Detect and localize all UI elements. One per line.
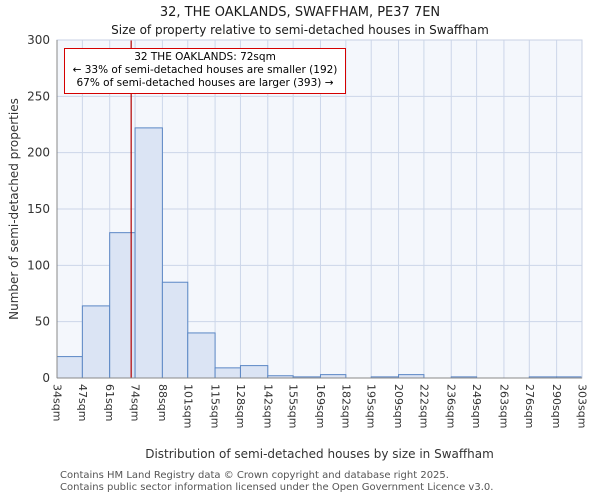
y-tick-label: 300 (27, 33, 50, 47)
x-tick-label: 74sqm (129, 384, 142, 421)
chart-subtitle: Size of property relative to semi-detach… (111, 23, 489, 37)
x-tick-label: 142sqm (261, 384, 274, 428)
x-tick-label: 290sqm (550, 384, 563, 428)
x-tick-label: 276sqm (523, 384, 536, 428)
y-tick-label: 200 (27, 146, 50, 160)
x-tick-label: 61sqm (103, 384, 116, 421)
y-tick-label: 100 (27, 258, 50, 272)
histogram-bar (398, 374, 425, 379)
y-tick-label: 0 (42, 371, 50, 385)
x-tick-label: 263sqm (497, 384, 510, 428)
x-tick-label: 115sqm (209, 384, 222, 428)
histogram-bar (134, 127, 163, 379)
annotation-smaller-line: ← 33% of semi-detached houses are smalle… (72, 64, 338, 77)
histogram-bar (56, 356, 83, 379)
histogram-bar (81, 305, 111, 379)
x-tick-label: 209sqm (392, 384, 405, 428)
y-tick-label: 50 (35, 315, 50, 329)
footer-copyright-line: Contains HM Land Registry data © Crown c… (60, 470, 449, 481)
x-tick-label: 34sqm (51, 384, 64, 421)
x-tick-label: 101sqm (181, 384, 194, 428)
histogram-bar (239, 365, 269, 379)
x-tick-label: 47sqm (76, 384, 89, 421)
histogram-bar (214, 367, 241, 379)
y-tick-label: 250 (27, 89, 50, 103)
histogram-bar (187, 332, 216, 379)
y-axis-title: Number of semi-detached properties (7, 98, 21, 320)
x-tick-label: 195sqm (365, 384, 378, 428)
chart-title: 32, THE OAKLANDS, SWAFFHAM, PE37 7EN (159, 5, 441, 20)
x-tick-label: 88sqm (156, 384, 169, 421)
x-tick-label: 182sqm (339, 384, 352, 428)
x-tick-label: 249sqm (470, 384, 483, 428)
histogram-chart: 0 50 100 150 200 250 300 34sqm 47sqm 61sqm 74sqm 88… (7, 33, 589, 461)
x-tick-label: 222sqm (417, 384, 430, 428)
footer: Contains HM Land Registry data © Crown c… (60, 470, 600, 494)
annotation-property-line: 32 THE OAKLANDS: 72sqm (134, 51, 276, 63)
x-axis-title: Distribution of semi-detached houses by … (145, 447, 494, 461)
x-tick-label: 303sqm (576, 384, 589, 428)
x-tick-label: 236sqm (445, 384, 458, 428)
histogram-bar (161, 281, 189, 379)
footer-licence-line: Contains public sector information licen… (60, 481, 494, 493)
x-tick-label: 155sqm (287, 384, 300, 428)
annotation-larger-line: 67% of semi-detached houses are larger (… (76, 77, 334, 90)
x-tick-label: 128sqm (234, 384, 247, 428)
histogram-bar (319, 374, 347, 379)
y-tick-label: 150 (27, 202, 50, 216)
annotation-box: 32 THE OAKLANDS: 72sqm ← 33% of semi-det… (64, 48, 346, 95)
x-tick-label: 169sqm (314, 384, 327, 428)
